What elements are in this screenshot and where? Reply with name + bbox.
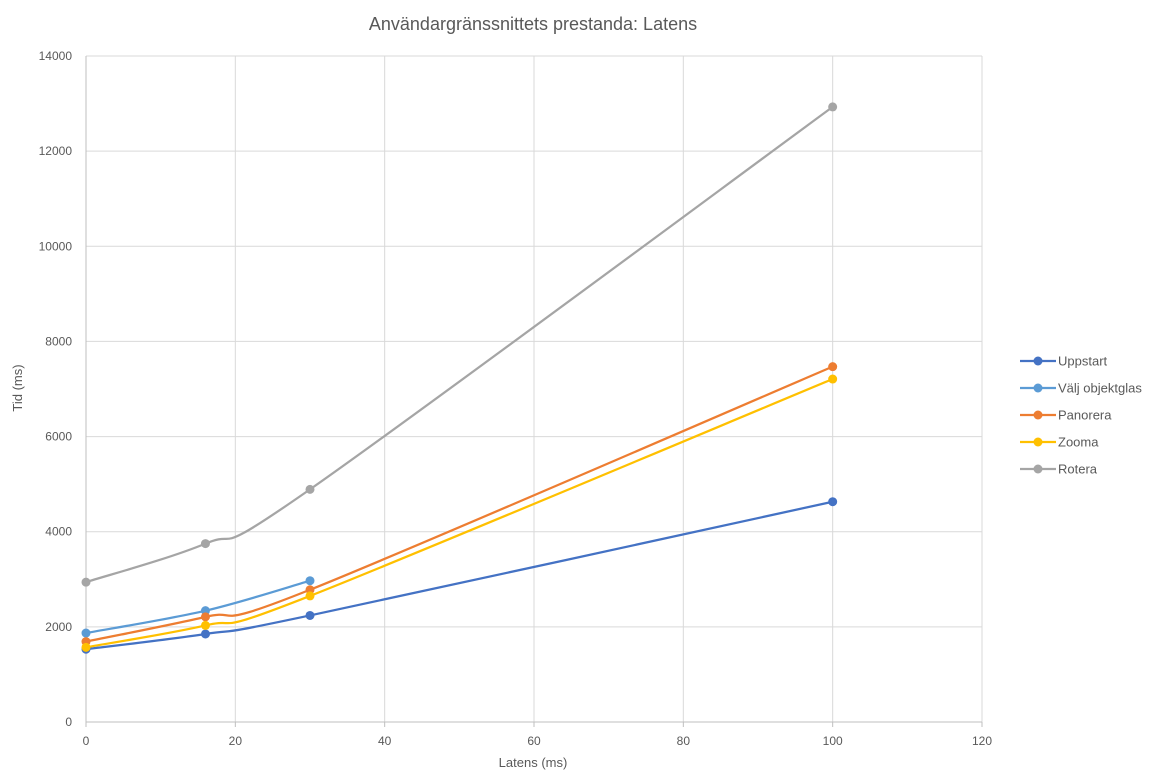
legend-label: Zooma (1058, 435, 1099, 450)
legend-label: Uppstart (1058, 354, 1108, 369)
y-axis-title: Tid (ms) (10, 364, 25, 411)
legend-item: Panorera (1020, 408, 1112, 423)
y-tick-label: 0 (65, 715, 72, 729)
data-point (81, 628, 91, 638)
legend-swatch-marker (1033, 356, 1043, 366)
y-tick-label: 6000 (45, 430, 72, 444)
x-tick-label: 40 (378, 734, 392, 748)
data-point (305, 591, 315, 601)
y-tick-label: 10000 (39, 239, 73, 253)
data-point (828, 102, 838, 112)
series-line (85, 377, 834, 649)
series-line (85, 365, 834, 643)
legend-swatch-marker (1033, 410, 1043, 420)
data-point (200, 620, 210, 630)
chart-title: Användargränssnittets prestanda: Latens (369, 14, 697, 34)
legend-item: Uppstart (1020, 354, 1108, 369)
axes: 0 2000 4000 6000 8000 10000 12000 14000 0 20 40 60 8… (39, 49, 993, 748)
series-4 (81, 102, 838, 587)
legend-swatch-marker (1033, 437, 1043, 447)
legend-swatch-marker (1033, 383, 1043, 393)
x-tick-label: 0 (83, 734, 90, 748)
series-0 (81, 497, 838, 654)
legend: Uppstart Välj objektglas Panorera Zooma Rote… (1020, 354, 1142, 477)
data-point (828, 374, 838, 384)
series-line (85, 500, 833, 651)
legend-label: Rotera (1058, 462, 1098, 477)
legend-swatch-marker (1033, 464, 1043, 474)
series-group (81, 102, 838, 654)
x-tick-label: 100 (823, 734, 843, 748)
data-point (828, 362, 838, 372)
legend-item: Rotera (1020, 462, 1098, 477)
data-point (81, 577, 91, 587)
data-point (200, 612, 210, 622)
series-1 (81, 576, 315, 638)
grid (86, 55, 983, 722)
legend-label: Välj objektglas (1058, 381, 1142, 396)
x-tick-label: 80 (677, 734, 691, 748)
series-line (85, 579, 311, 635)
x-tick-label: 120 (972, 734, 992, 748)
data-point (305, 610, 315, 620)
data-point (200, 539, 210, 549)
series-line (85, 105, 834, 584)
data-point (305, 484, 315, 494)
y-tick-label: 12000 (39, 144, 73, 158)
y-tick-label: 14000 (39, 49, 73, 63)
legend-label: Panorera (1058, 408, 1112, 423)
data-point (200, 629, 210, 639)
data-point (305, 576, 315, 586)
data-point (305, 585, 315, 595)
legend-item: Zooma (1020, 435, 1099, 450)
data-point (200, 606, 210, 616)
series-3 (81, 374, 838, 652)
y-tick-label: 2000 (45, 620, 72, 634)
y-tick-label: 8000 (45, 334, 72, 348)
x-tick-label: 20 (229, 734, 243, 748)
data-point (828, 497, 838, 507)
data-point (81, 642, 91, 652)
x-axis-title: Latens (ms) (499, 755, 568, 770)
y-tick-label: 4000 (45, 525, 72, 539)
x-tick-label: 60 (527, 734, 541, 748)
legend-item: Välj objektglas (1020, 381, 1142, 396)
series-2 (81, 362, 838, 647)
